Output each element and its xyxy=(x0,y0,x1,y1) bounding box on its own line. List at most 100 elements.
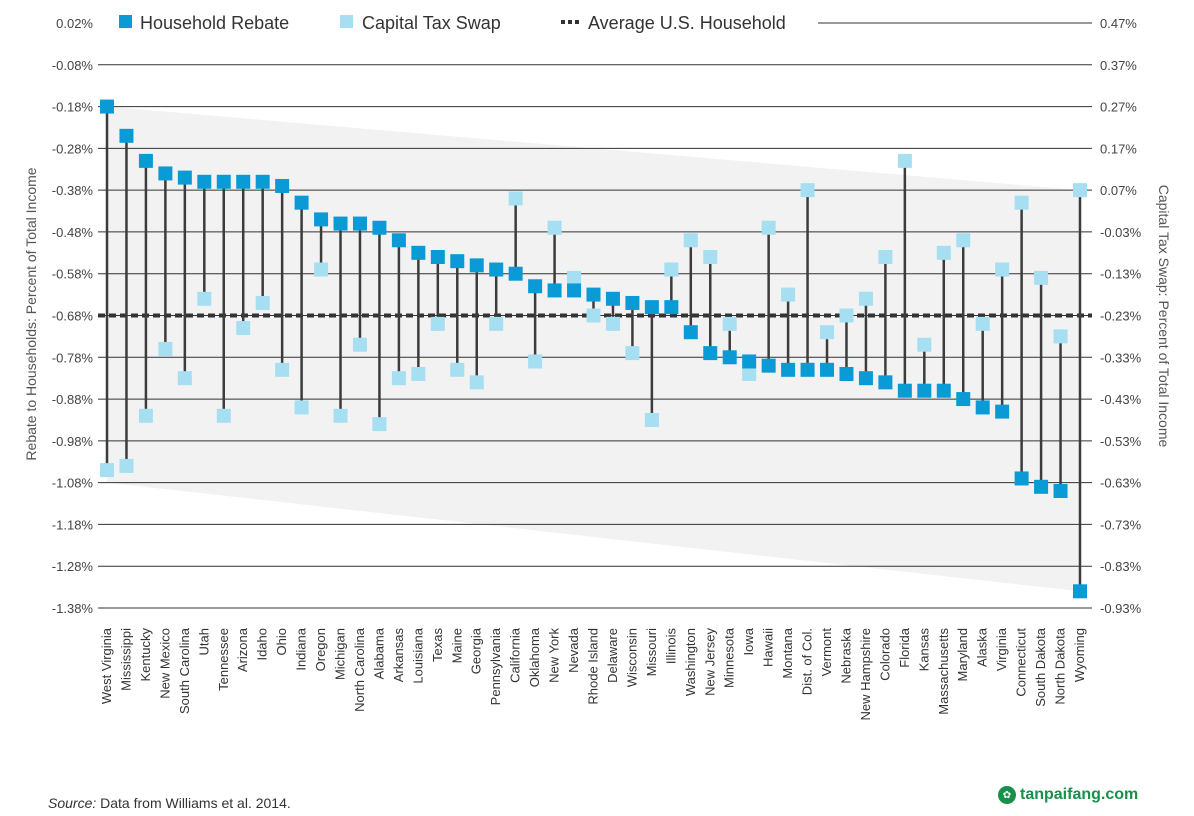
point-capital-tax-swap-massachusetts xyxy=(936,245,951,260)
category-label-texas: Texas xyxy=(430,628,445,662)
point-household-rebate-iowa xyxy=(742,354,757,369)
point-capital-tax-swap-new-york xyxy=(547,220,562,235)
point-household-rebate-delaware xyxy=(605,291,620,306)
point-capital-tax-swap-arkansas xyxy=(391,371,406,386)
point-capital-tax-swap-south-carolina xyxy=(177,371,192,386)
category-label-wisconsin: Wisconsin xyxy=(624,628,639,687)
point-capital-tax-swap-idaho xyxy=(255,295,270,310)
category-label-west-virginia: West Virginia xyxy=(99,627,114,704)
right-tick-label: 0.37% xyxy=(1100,58,1137,73)
right-tick-label: 0.47% xyxy=(1100,16,1137,31)
right-axis-label: Capital Tax Swap: Percent of Total Incom… xyxy=(1156,185,1172,448)
point-capital-tax-swap-new-hampshire xyxy=(858,291,873,306)
category-label-north-carolina: North Carolina xyxy=(352,627,367,712)
point-household-rebate-minnesota xyxy=(722,350,737,365)
point-household-rebate-missouri xyxy=(644,300,659,315)
legend-swatch-capital-tax-swap xyxy=(340,15,353,28)
category-label-new-hampshire: New Hampshire xyxy=(858,628,873,720)
point-capital-tax-swap-ohio xyxy=(275,362,290,377)
point-household-rebate-indiana xyxy=(294,195,309,210)
point-capital-tax-swap-north-carolina xyxy=(352,337,367,352)
category-label-missouri: Missouri xyxy=(644,628,659,677)
left-tick-label: -0.58% xyxy=(52,267,94,282)
point-household-rebate-massachusetts xyxy=(936,383,951,398)
stems xyxy=(105,106,1082,592)
source-label: Source: xyxy=(48,795,97,811)
category-label-oregon: Oregon xyxy=(313,628,328,671)
point-capital-tax-swap-hawaii xyxy=(761,220,776,235)
category-label-utah: Utah xyxy=(196,628,211,655)
right-tick-label: -0.73% xyxy=(1100,517,1142,532)
left-tick-label: -0.68% xyxy=(52,309,94,324)
point-household-rebate-illinois xyxy=(664,300,679,315)
category-label-rhode-island: Rhode Island xyxy=(586,628,601,705)
point-household-rebate-virginia xyxy=(995,404,1010,419)
category-label-massachusetts: Massachusetts xyxy=(936,628,951,715)
markers xyxy=(100,99,1087,599)
right-tick-label: -0.53% xyxy=(1100,434,1142,449)
point-household-rebate-texas xyxy=(430,250,445,264)
category-label-pennsylvania: Pennsylvania xyxy=(488,627,503,705)
category-label-virginia: Virginia xyxy=(994,627,1009,671)
left-tick-label: -0.48% xyxy=(52,225,94,240)
point-capital-tax-swap-virginia xyxy=(995,262,1010,277)
legend-label-capital-tax-swap: Capital Tax Swap xyxy=(362,13,501,33)
category-label-idaho: Idaho xyxy=(255,628,270,661)
right-tick-label: -0.83% xyxy=(1100,559,1142,574)
point-household-rebate-oregon xyxy=(314,212,329,227)
point-household-rebate-tennessee xyxy=(216,174,231,189)
right-tick-label: 0.27% xyxy=(1100,100,1137,115)
point-capital-tax-swap-delaware xyxy=(605,316,620,331)
point-capital-tax-swap-south-dakota xyxy=(1034,270,1049,285)
point-household-rebate-arkansas xyxy=(391,233,406,248)
right-tick-label: 0.17% xyxy=(1100,141,1137,156)
point-capital-tax-swap-iowa xyxy=(742,367,757,381)
right-tick-label: 0.07% xyxy=(1100,183,1137,198)
right-tick-label: -0.33% xyxy=(1100,350,1142,365)
point-capital-tax-swap-oregon xyxy=(314,262,329,277)
point-household-rebate-south-dakota xyxy=(1034,479,1049,494)
point-household-rebate-hawaii xyxy=(761,358,776,373)
point-capital-tax-swap-north-dakota xyxy=(1053,329,1068,344)
category-label-alabama: Alabama xyxy=(371,627,386,679)
point-capital-tax-swap-kansas xyxy=(917,337,932,352)
point-capital-tax-swap-pennsylvania xyxy=(489,316,504,331)
right-tick-label: -0.13% xyxy=(1100,267,1142,282)
point-household-rebate-colorado xyxy=(878,375,893,390)
point-household-rebate-pennsylvania xyxy=(489,262,504,277)
category-label-new-jersey: New Jersey xyxy=(702,628,717,696)
point-household-rebate-georgia xyxy=(469,258,484,273)
point-household-rebate-north-carolina xyxy=(352,216,367,231)
category-label-south-dakota: South Dakota xyxy=(1033,627,1048,707)
left-tick-label: 0.02% xyxy=(56,16,93,31)
category-label-florida: Florida xyxy=(897,627,912,668)
point-household-rebate-south-carolina xyxy=(177,170,192,185)
category-label-mississippi: Mississippi xyxy=(118,628,133,691)
point-capital-tax-swap-montana xyxy=(781,287,796,302)
left-tick-label: -0.38% xyxy=(52,183,94,198)
point-capital-tax-swap-wisconsin xyxy=(625,346,640,361)
category-label-michigan: Michigan xyxy=(333,628,348,680)
point-capital-tax-swap-dist-of-col xyxy=(800,183,815,198)
legend-label-average-household: Average U.S. Household xyxy=(588,13,786,33)
point-household-rebate-new-hampshire xyxy=(858,371,873,386)
category-label-illinois: Illinois xyxy=(663,628,678,665)
point-capital-tax-swap-nebraska xyxy=(839,308,854,323)
category-label-nebraska: Nebraska xyxy=(838,627,853,683)
category-labels: West Virginia Mississippi Kentucky New Mexi… xyxy=(99,627,1087,720)
category-label-nevada: Nevada xyxy=(566,627,581,673)
category-label-washington: Washington xyxy=(683,628,698,696)
category-label-georgia: Georgia xyxy=(469,627,484,674)
category-label-new-mexico: New Mexico xyxy=(157,628,172,699)
left-tick-label: -0.28% xyxy=(52,141,94,156)
category-label-iowa: Iowa xyxy=(741,627,756,655)
category-label-delaware: Delaware xyxy=(605,628,620,683)
right-tick-label: -0.43% xyxy=(1100,392,1142,407)
point-household-rebate-washington xyxy=(683,325,698,340)
point-capital-tax-swap-texas xyxy=(430,316,445,331)
left-tick-label: -1.18% xyxy=(52,517,94,532)
point-capital-tax-swap-alaska xyxy=(975,316,990,331)
point-capital-tax-swap-louisiana xyxy=(411,367,426,381)
source-text: Data from Williams et al. 2014. xyxy=(100,795,291,811)
category-label-dist-of-col: Dist. of Col. xyxy=(800,628,815,695)
